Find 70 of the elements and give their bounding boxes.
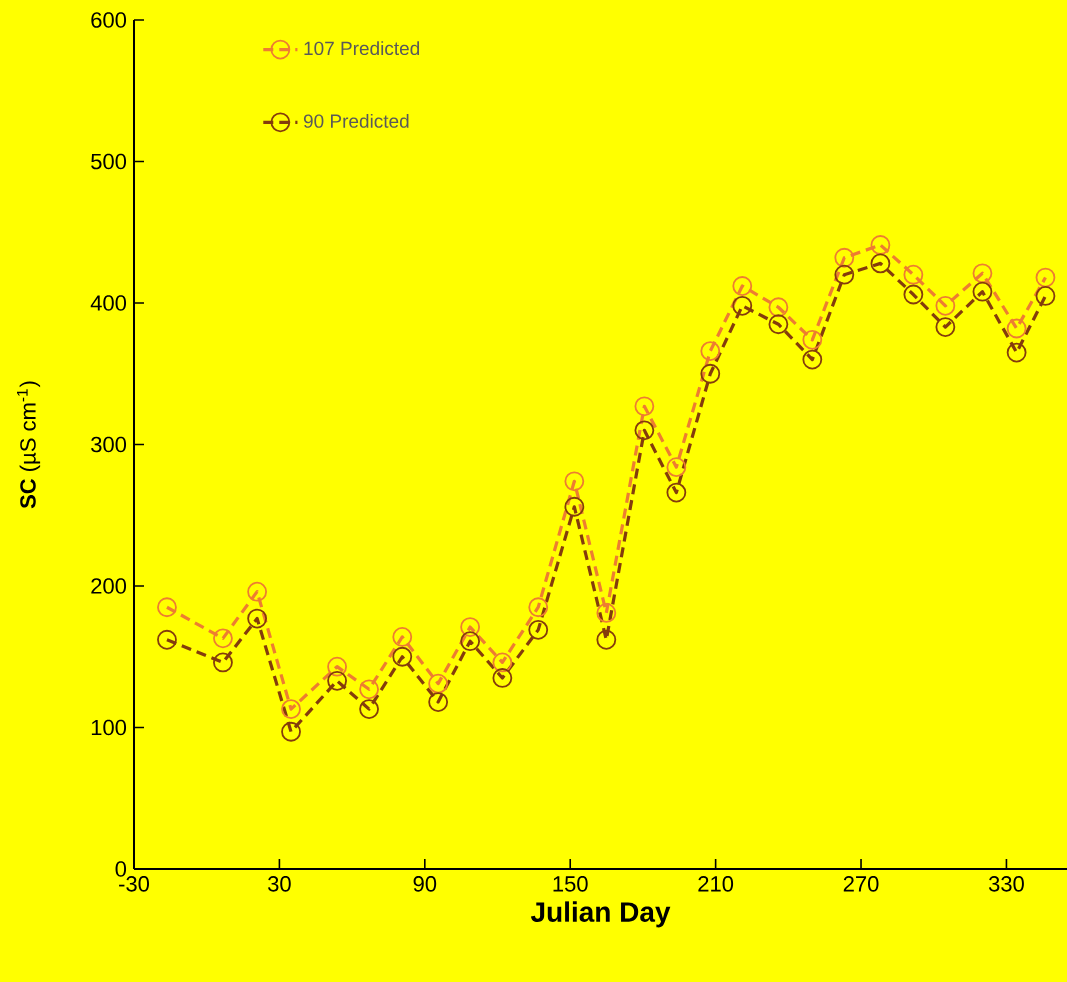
point [1035,267,1056,288]
point [768,297,789,318]
y-tick-label: 500 [91,153,127,170]
x-tick-label: 30 [268,876,291,892]
point [564,496,585,517]
point [834,247,855,268]
point [935,317,956,337]
point [247,581,268,602]
point [281,721,301,742]
point [247,608,268,629]
point [492,668,513,688]
point [732,276,753,296]
point [392,627,413,647]
point [972,263,993,284]
point [460,617,481,637]
y-tick-label: 0 [115,861,127,877]
legend-label: 90 Predicted [303,113,409,128]
x-tick-label: 150 [553,876,588,892]
y-axis-title: SC (µS cm$^{-1}$) [17,381,41,509]
point [596,602,617,623]
point [768,314,789,335]
y-tick-label: 200 [91,578,127,594]
point [528,597,549,618]
point [428,692,449,712]
x-tick-label: -30 [119,876,150,892]
point [157,629,177,650]
point [634,396,655,417]
point [359,679,379,700]
point [213,652,233,673]
point [802,349,823,370]
point [392,646,413,667]
x-tick-label: 90 [413,876,437,892]
point [700,363,721,384]
point [460,631,481,652]
point [1035,286,1056,306]
point [972,281,993,302]
point [596,629,617,650]
point [327,670,347,691]
point [935,295,956,316]
point [1006,318,1027,339]
point [700,341,721,362]
point [564,471,585,492]
point [213,628,233,649]
point [428,673,449,694]
point [157,597,177,618]
point [870,235,891,255]
point [802,329,823,350]
point [732,295,753,316]
point [1006,342,1027,363]
y-tick-label: 600 [91,12,127,28]
x-tick-label: 210 [698,876,734,892]
point [903,264,924,285]
point [903,284,924,305]
y-tick-label: 300 [91,436,127,453]
y-tick-label: 400 [90,295,127,311]
point [666,482,687,503]
x-tick-label: 270 [843,876,879,892]
point [666,457,687,478]
legend-label: 107 Predicted [304,41,420,56]
point [870,253,891,274]
y-tick-label: 100 [91,719,127,736]
x-tick-label: 330 [988,876,1024,892]
point [834,264,855,285]
point [492,652,513,673]
point [634,420,655,441]
x-axis-title: Julian Day [530,901,671,928]
point [359,699,379,720]
point [281,699,301,720]
point [327,656,347,677]
point [528,619,549,640]
